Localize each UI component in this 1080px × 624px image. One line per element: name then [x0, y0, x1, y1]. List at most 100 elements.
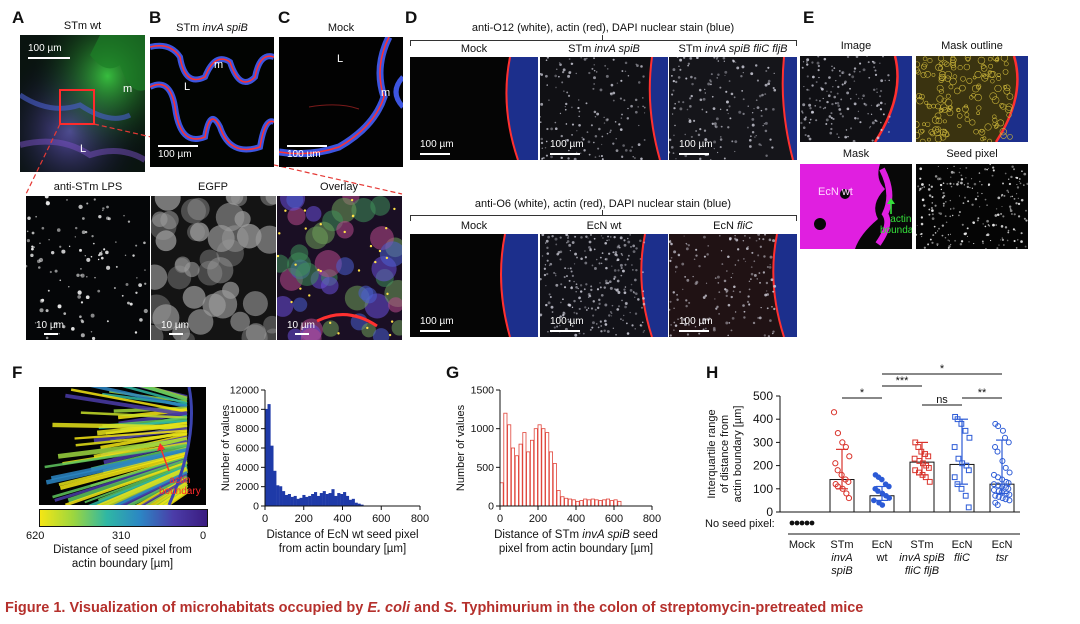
hist-g-bar: [545, 432, 550, 507]
panel-label-c: C: [278, 8, 291, 27]
hist-f-bar: [311, 494, 315, 507]
panel-d-top1-image: 100 µm: [410, 57, 538, 160]
h-point: [912, 439, 919, 446]
panel-d-bottom2-scale-bar: [550, 330, 580, 332]
h-category-label: wt: [876, 552, 888, 564]
panel-c-label-l: L: [337, 53, 344, 65]
h-point: [915, 444, 922, 450]
panel-g-histogram: 0 500 1000 1500 0 200 400 600 800 Number of value…: [455, 385, 661, 556]
h-y-label: actin boundary [µm]: [732, 406, 744, 503]
hist-f-bar: [351, 498, 355, 507]
hist-f-bar: [314, 492, 318, 507]
hist-f-bar: [273, 470, 277, 507]
panel-f-seed-map: actin boundary: [39, 387, 206, 505]
h-point: [1005, 439, 1012, 446]
h-point: [875, 488, 881, 494]
hist-f-bar: [308, 495, 312, 507]
panel-f-fan-art: [44, 387, 193, 505]
panel-a-sub1-scale-bar: [44, 333, 58, 335]
panel-d-top-heading: anti-O12 (white), actin (red), DAPI nucl…: [471, 22, 735, 34]
panel-d-top3-art: [669, 57, 797, 160]
hist-f-bar: [316, 495, 321, 507]
panel-a-sub2-scale: 10 µm: [161, 320, 189, 331]
h-point: [1002, 496, 1009, 503]
h-point: [1003, 490, 1010, 497]
panel-d-top2-art: [540, 57, 668, 160]
h-category-label: invA: [831, 552, 852, 564]
hist-f-bar: [319, 493, 323, 507]
hist-g-bar: [571, 499, 576, 507]
panel-d-bottom-bracket: [410, 215, 797, 221]
h-significance-label: ns: [936, 394, 948, 406]
panel-e-image-art: [800, 56, 912, 142]
hist-f-bar: [305, 496, 309, 507]
panel-e-mask-outline-art: [916, 56, 1028, 142]
hist-g-bar: [526, 451, 531, 507]
panel-d-bottom3-title: EcN fliC: [713, 220, 753, 232]
panel-e-title-image: Image: [840, 40, 872, 52]
panel-a-overlay-image: 10 µm: [277, 196, 402, 340]
hist-g-x-tick-label: 0: [497, 513, 503, 525]
hist-f-x-tick-label: 600: [372, 513, 390, 525]
hist-g-bar: [533, 428, 538, 507]
hist-f-bar: [322, 491, 326, 507]
panel-d-bottom-heading: anti-O6 (white), actin (red), DAPI nucle…: [474, 198, 732, 210]
h-point: [886, 495, 893, 501]
hist-g-x-tick-label: 200: [529, 513, 547, 525]
panel-a-sub2-scale-bar: [169, 333, 183, 335]
arrow-icon: [157, 443, 170, 471]
hist-f-bar: [328, 493, 332, 507]
panel-b-label-l: L: [184, 81, 191, 93]
h-significance-label: *: [860, 387, 865, 399]
hist-f-bar: [296, 498, 300, 507]
h-category-label: fliC: [954, 552, 970, 564]
h-category-label: STm: [910, 539, 933, 551]
panel-label-d: D: [405, 8, 418, 27]
panel-c-title: Mock: [327, 22, 355, 34]
hist-g-bar: [575, 500, 580, 507]
panel-d-top1-scale-bar: [420, 153, 450, 155]
panel-e-mask-label: EcN wt: [818, 186, 853, 198]
h-point: [1005, 480, 1012, 486]
h-point: [962, 492, 969, 499]
panel-e-seed-pixel: [916, 164, 1028, 249]
hist-g-bar: [518, 443, 523, 507]
panel-d-top3-scale-bar: [679, 153, 709, 155]
h-point: [1006, 497, 1013, 504]
panel-a-label-l: L: [80, 143, 87, 155]
panel-d-bottom3-scale-bar: [679, 330, 709, 332]
panel-d-bottom2-scale: 100 µm: [550, 316, 584, 327]
panel-d-top1-scale: 100 µm: [420, 139, 454, 150]
h-point: [839, 485, 846, 492]
panel-e-title-mask: Mask: [842, 148, 870, 160]
panel-a-sub3-title: Overlay: [320, 181, 358, 193]
h-point: [879, 502, 886, 508]
h-point: [1006, 469, 1013, 476]
hist-g-y-tick-label: 0: [488, 501, 494, 513]
hist-f-y-label: Number of values: [220, 404, 232, 491]
h-category-label: STm: [830, 539, 853, 551]
h-no-seed-label: No seed pixel:: [705, 518, 775, 530]
h-point: [830, 409, 838, 416]
panel-a-egfp-image: 10 µm: [151, 196, 276, 340]
h-point: [839, 439, 846, 446]
h-point: [954, 481, 961, 488]
panel-d-top-bracket-tick: [602, 35, 603, 40]
h-significance-label: *: [940, 363, 945, 375]
hist-f-x-label: Distance of EcN wt seed pixel: [266, 529, 418, 541]
h-point: [994, 448, 1001, 455]
hist-f-bar: [290, 496, 294, 507]
panel-label-a: A: [12, 8, 25, 27]
zoom-lines: [25, 123, 403, 195]
panel-d-top1-title: Mock: [460, 43, 488, 55]
h-category-label: EcN: [952, 539, 973, 551]
panel-c-micrograph: L m 100 µm: [279, 37, 403, 167]
h-y-tick-label: 400: [753, 412, 773, 426]
panel-c-scale-bar: [287, 145, 327, 147]
panel-b-label-m: m: [214, 59, 224, 71]
panel-label-h: H: [706, 363, 719, 382]
h-point: [955, 455, 962, 462]
figure-caption: Figure 1. Visualization of microhabitats…: [5, 600, 864, 616]
hist-f-bar: [302, 494, 306, 507]
